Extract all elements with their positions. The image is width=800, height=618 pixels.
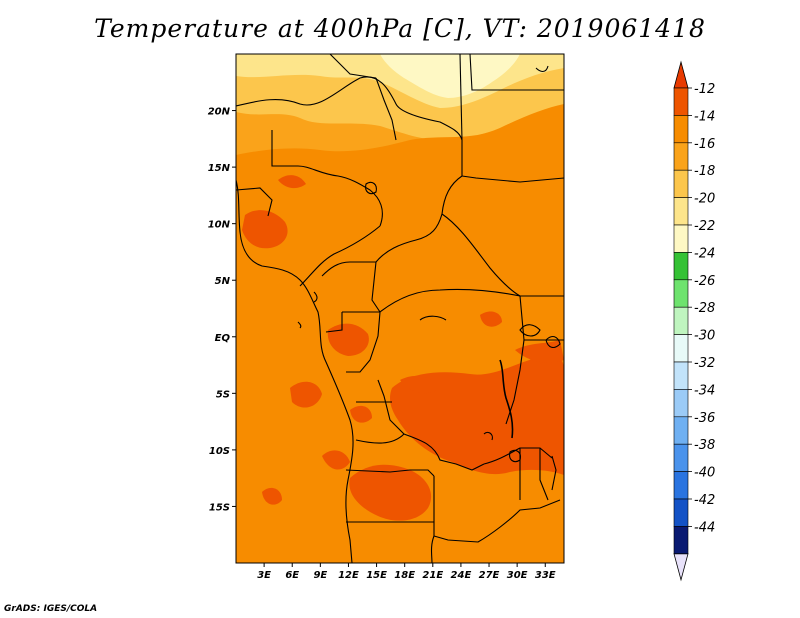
lon-tick-label: 12E	[338, 570, 359, 581]
temperature-zone-minus20	[380, 54, 520, 98]
lat-tick-label: 10N	[208, 220, 231, 231]
temperature-zone-minus12	[242, 175, 564, 521]
country-borders	[236, 54, 564, 563]
colorbar-label: -44	[694, 520, 715, 535]
lon-tick-label: 3E	[257, 570, 271, 581]
lat-tick-label: 15S	[209, 502, 230, 513]
map-plot	[236, 54, 564, 563]
colorbar-label: -40	[694, 466, 715, 481]
grads-credit: GrADS: IGES/COLA	[4, 604, 98, 614]
colorbar-swatch	[673, 169, 689, 198]
colorbar-swatch	[673, 471, 689, 500]
colorbar-label: -26	[694, 274, 715, 289]
colorbar-swatch	[673, 361, 689, 390]
colorbar-label: -36	[694, 411, 715, 426]
chart-title: Temperature at 400hPa [C], VT: 201906141…	[94, 14, 706, 43]
colorbar-label: -22	[694, 219, 715, 234]
colorbar-swatch	[673, 279, 689, 308]
colorbar-swatch	[673, 197, 689, 226]
colorbar-swatch	[673, 87, 689, 116]
lon-tick-label: 18E	[394, 570, 415, 581]
lat-tick-label: 10S	[209, 446, 230, 457]
latitude-axis: 20N 15N 10N 5N EQ 5S 10S 15S	[208, 107, 236, 513]
colorbar-swatch	[673, 142, 689, 171]
colorbar-swatch	[673, 389, 689, 418]
colorbar-label: -38	[694, 438, 715, 453]
map-frame	[235, 53, 565, 564]
colorbar: -12 -14 -16 -18 -20 -22 -24 -26 -28 -30 -32 -34 -36 -…	[673, 60, 715, 582]
colorbar-label: -20	[694, 192, 715, 207]
colorbar-label: -34	[694, 383, 715, 398]
lat-tick-label: 20N	[208, 107, 231, 118]
colorbar-label: -28	[694, 301, 715, 316]
colorbar-label: -16	[694, 137, 715, 152]
lon-tick-label: 24E	[451, 570, 472, 581]
lon-tick-label: 27E	[479, 570, 500, 581]
colorbar-swatch	[673, 306, 689, 335]
lat-tick-label: 5S	[216, 389, 230, 400]
lat-tick-label: 15N	[208, 163, 231, 174]
lon-tick-label: 21E	[422, 570, 443, 581]
colorbar-swatch	[673, 224, 689, 253]
lat-tick-label: 5N	[215, 276, 231, 287]
lat-tick-label: EQ	[215, 333, 231, 344]
lon-tick-label: 9E	[313, 570, 327, 581]
colorbar-label: -18	[694, 164, 715, 179]
lon-tick-label: 6E	[285, 570, 299, 581]
colorbar-label: -14	[694, 109, 715, 124]
lon-tick-label: 15E	[366, 570, 387, 581]
lon-tick-label: 30E	[507, 570, 528, 581]
colorbar-swatch	[673, 252, 689, 281]
colorbar-swatch	[673, 526, 689, 555]
colorbar-label: -32	[694, 356, 715, 371]
colorbar-label: -42	[694, 493, 715, 508]
colorbar-swatch	[673, 443, 689, 472]
colorbar-swatch	[673, 334, 689, 363]
colorbar-label: -30	[694, 329, 715, 344]
colorbar-top-arrow	[673, 60, 689, 89]
temperature-zone-minus18-small	[250, 60, 320, 71]
lon-tick-label: 33E	[535, 570, 556, 581]
longitude-axis: 3E 6E 9E 12E 15E 18E 21E 24E 27E 30E 33E	[257, 563, 556, 581]
colorbar-swatch	[673, 498, 689, 527]
colorbar-swatch	[673, 416, 689, 445]
colorbar-bottom-arrow	[673, 553, 689, 582]
colorbar-swatch	[673, 115, 689, 144]
colorbar-label: -12	[694, 82, 715, 97]
colorbar-label: -24	[694, 246, 715, 261]
